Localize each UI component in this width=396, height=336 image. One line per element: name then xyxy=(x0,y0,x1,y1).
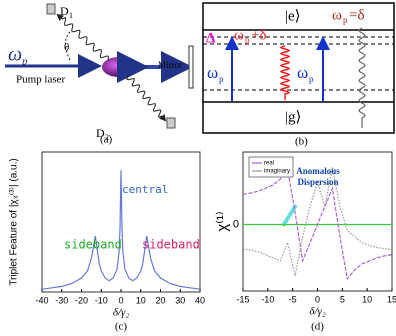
annotation: central xyxy=(122,183,168,196)
x-tick-label: -15 xyxy=(236,294,249,304)
data-line xyxy=(242,168,393,281)
annotation: sideband xyxy=(142,238,200,252)
d1-sub: 1 xyxy=(69,11,73,20)
x-tick-label: 30 xyxy=(175,295,185,305)
legend-box xyxy=(248,156,294,178)
x-axis-label: δ/γ₂ xyxy=(309,306,326,318)
x-tick-label: -10 xyxy=(261,294,274,304)
minus-rest: =δ xyxy=(349,7,365,23)
theta: θ xyxy=(64,42,69,54)
plus-rest: +δ xyxy=(251,27,267,43)
x-tick-label: 40 xyxy=(195,295,205,305)
d2-label: D xyxy=(96,126,105,140)
plus-omega: ω xyxy=(234,27,244,43)
caption: (c) xyxy=(115,321,128,333)
y-tick-label: 0 xyxy=(233,218,239,230)
right-omega: ω xyxy=(297,63,308,82)
annotation: Anomalous xyxy=(296,166,340,176)
x-tick-label: 10 xyxy=(362,294,372,304)
pump-label: Pump laser xyxy=(16,74,66,86)
x-tick-label: -5 xyxy=(289,294,297,304)
x-axis-label: δ/γ₂ xyxy=(113,307,130,319)
detector-2 xyxy=(166,117,176,129)
minus-omega: ω xyxy=(332,7,342,23)
e-state: |e⟩ xyxy=(285,8,301,24)
emission-plus xyxy=(279,45,291,100)
right-sub: p xyxy=(309,74,314,84)
mirror-label: Mirror xyxy=(158,60,182,70)
mirror xyxy=(188,45,194,89)
emission-minus xyxy=(358,27,366,128)
atom-cloud xyxy=(102,57,136,77)
x-tick-label: -20 xyxy=(75,295,88,305)
caption: (d) xyxy=(311,321,324,333)
legend-label: real xyxy=(264,161,274,167)
legend-label: imaginary xyxy=(264,169,290,175)
photon-1 xyxy=(56,13,110,61)
caption-b: (b) xyxy=(295,136,308,148)
plus-sub: p xyxy=(245,35,250,45)
minus-sub: p xyxy=(343,15,348,25)
y-axis-label: Triplet Feature of |χ₃⁽³⁾| (a.u.) xyxy=(9,158,20,285)
x-tick-label: -30 xyxy=(55,295,68,305)
x-tick-label: 0 xyxy=(118,295,123,305)
annotation: Dispersion xyxy=(297,177,338,187)
detuning: Δ xyxy=(206,30,216,46)
data-line xyxy=(41,170,201,290)
photon-2 xyxy=(126,75,167,122)
left-omega: ω xyxy=(207,63,218,82)
data-line xyxy=(242,166,393,277)
caption-a: (a) xyxy=(100,134,113,146)
annotation: sideband xyxy=(64,238,122,252)
omega-sub: p xyxy=(21,56,28,68)
d1-label: D xyxy=(60,4,69,18)
x-tick-label: -40 xyxy=(35,295,48,305)
frame xyxy=(202,2,395,134)
x-tick-label: 20 xyxy=(155,295,165,305)
panel-a: ω p Pump laser θ Mirror D 1 D 2 (a) xyxy=(5,3,194,146)
omega-label: ω xyxy=(8,44,22,66)
y-axis-label: χ⁽¹⁾ xyxy=(214,211,231,231)
x-tick-label: 5 xyxy=(340,294,345,304)
left-sub: p xyxy=(219,74,224,84)
x-tick-label: 10 xyxy=(136,295,146,305)
g-state: |g⟩ xyxy=(285,109,301,125)
x-tick-label: -10 xyxy=(95,295,108,305)
d2-sub: 2 xyxy=(105,133,109,142)
x-tick-label: 0 xyxy=(315,294,320,304)
x-tick-label: 15 xyxy=(387,294,396,304)
detector-1 xyxy=(46,3,56,15)
panel-b: |e⟩ |g⟩ Δ ω p +δ ω p =δ ω p ω p (b) xyxy=(202,2,395,148)
